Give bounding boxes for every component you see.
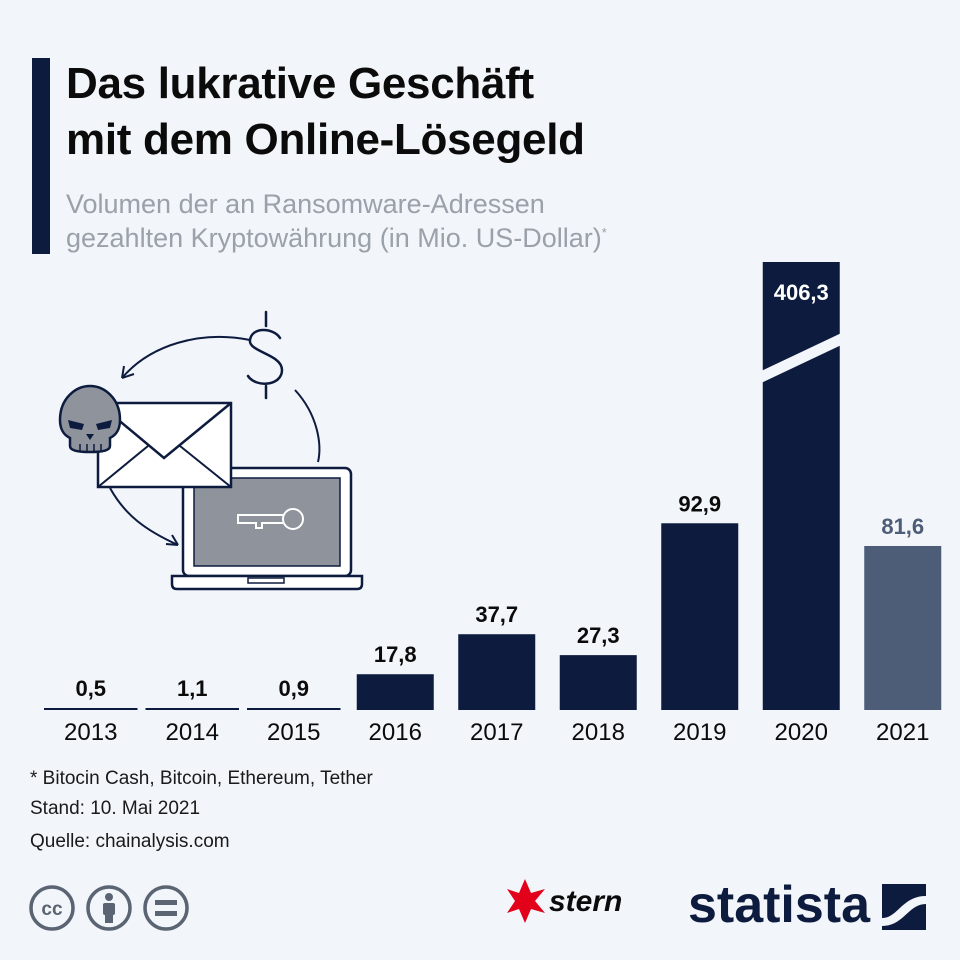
statista-wordmark: statista: [688, 876, 871, 934]
value-label-2020: 406,3: [774, 280, 829, 305]
title-line-1: Das lukrative Geschäft: [66, 59, 534, 108]
cc-icon[interactable]: cc: [29, 885, 75, 931]
value-label-2019: 92,9: [678, 491, 721, 516]
attribution-icon[interactable]: [86, 885, 132, 931]
tick-label-2019: 2019: [673, 719, 726, 746]
statista-mark-icon: [882, 884, 926, 930]
value-label-2013: 0,5: [75, 676, 106, 701]
stern-star-icon: [507, 879, 545, 923]
tick-label-2013: 2013: [64, 719, 117, 746]
value-label-2018: 27,3: [577, 623, 620, 648]
bar-2019: [661, 523, 739, 710]
axis-break-marker: [754, 330, 848, 386]
date-note: Stand: 10. Mai 2021: [30, 798, 201, 819]
bar-2020: [762, 262, 840, 710]
tick-label-2021: 2021: [876, 719, 929, 746]
subtitle-footnote-marker: *: [601, 225, 607, 240]
stern-logo[interactable]: stern: [505, 877, 655, 927]
source-link[interactable]: Quelle: chainalysis.com: [30, 831, 230, 852]
subtitle-line-2: gezahlten Kryptowährung (in Mio. US-Doll…: [66, 221, 886, 255]
bar-2016: [356, 674, 434, 710]
title-accent-bar: [32, 58, 50, 254]
chart-subtitle: Volumen der an Ransomware-Adressen gezah…: [66, 187, 886, 255]
value-label-2017: 37,7: [475, 602, 518, 627]
value-label-2014: 1,1: [177, 676, 208, 701]
bar-2018: [559, 655, 637, 710]
bar-2021: [864, 545, 942, 710]
bar-2014: [145, 708, 239, 710]
tick-label-2017: 2017: [470, 719, 523, 746]
tick-label-2020: 2020: [775, 719, 828, 746]
tick-label-2014: 2014: [166, 719, 219, 746]
subtitle-line-1: Volumen der an Ransomware-Adressen: [66, 189, 545, 219]
no-derivatives-icon[interactable]: [143, 885, 189, 931]
chart-title: Das lukrative Geschäft mit dem Online-Lö…: [66, 56, 926, 168]
stern-wordmark: stern: [549, 885, 622, 918]
statista-logo[interactable]: statista: [688, 870, 938, 936]
license-icons: cc: [29, 885, 189, 931]
tick-label-2016: 2016: [369, 719, 422, 746]
subtitle-line-2-text: gezahlten Kryptowährung (in Mio. US-Doll…: [66, 223, 602, 253]
tick-label-2015: 2015: [267, 719, 320, 746]
footnote: * Bitocin Cash, Bitcoin, Ethereum, Tethe…: [30, 768, 373, 789]
tick-label-2018: 2018: [572, 719, 625, 746]
bar-2013: [44, 708, 138, 710]
svg-text:cc: cc: [41, 899, 63, 920]
bar-2015: [247, 708, 341, 710]
title-line-2: mit dem Online-Lösegeld: [66, 115, 585, 164]
value-label-2015: 0,9: [278, 676, 309, 701]
value-label-2016: 17,8: [374, 642, 417, 667]
bar-2017: [458, 634, 536, 710]
value-label-2021: 81,6: [881, 514, 924, 539]
